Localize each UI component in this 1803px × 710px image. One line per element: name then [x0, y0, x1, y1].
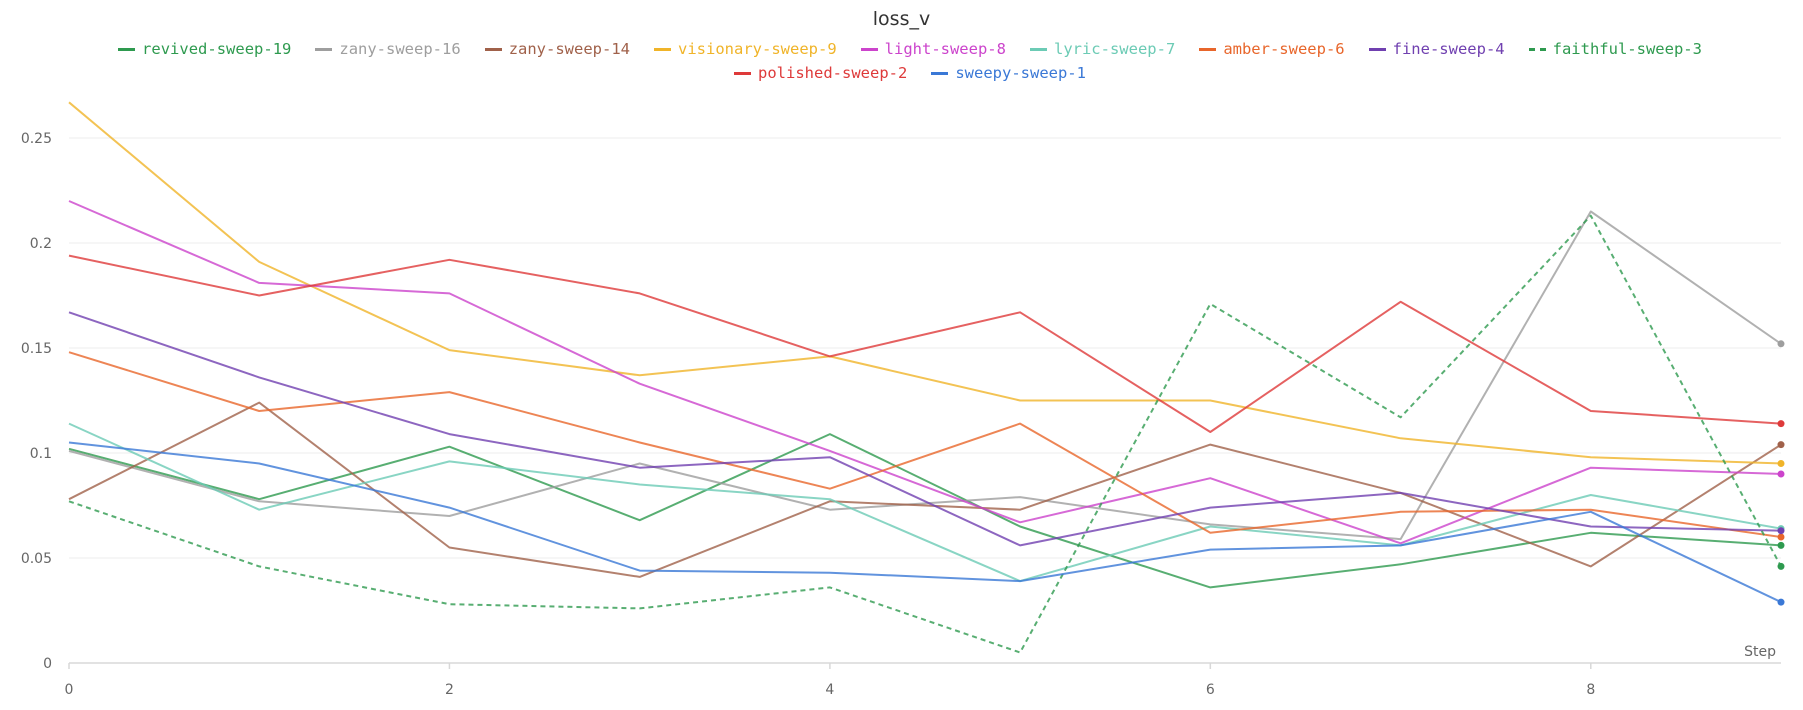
legend-label: sweepy-sweep-1 [955, 64, 1086, 82]
series-line[interactable] [68, 401, 1782, 578]
legend-label: visionary-sweep-9 [678, 40, 837, 58]
legend-label: zany-sweep-16 [339, 40, 461, 58]
legend-swatch [315, 47, 333, 51]
legend-label: amber-sweep-6 [1223, 40, 1345, 58]
x-tick-label: 6 [1206, 682, 1215, 698]
series-line[interactable] [68, 210, 1782, 541]
axis-layer: 0 0.05 0.1 0.15 0.2 0.25 0 2 4 6 8 [21, 131, 1781, 698]
series-end-point [1777, 527, 1785, 535]
legend-swatch [734, 71, 752, 75]
legend-item[interactable]: visionary-sweep-9 [654, 40, 837, 58]
series-line[interactable] [68, 200, 1782, 545]
legend-label: revived-sweep-19 [142, 40, 292, 58]
legend-item[interactable]: lyric-sweep-7 [1029, 40, 1176, 58]
y-tick-label: 0.2 [30, 236, 52, 252]
x-tick-label: 8 [1586, 682, 1595, 698]
legend-item[interactable]: fine-sweep-4 [1368, 40, 1505, 58]
series-end-point [1777, 441, 1785, 449]
legend-swatch [1199, 47, 1217, 51]
legend-item[interactable]: revived-sweep-19 [118, 40, 291, 58]
legend-label: light-sweep-8 [884, 40, 1006, 58]
series-line[interactable] [68, 101, 1782, 465]
y-tick-label: 0.05 [21, 551, 52, 567]
legend-item[interactable]: polished-sweep-2 [734, 64, 907, 82]
series-zany-sweep-16[interactable] [68, 210, 1785, 541]
series-zany-sweep-14[interactable] [68, 401, 1785, 578]
legend-swatch [654, 47, 672, 51]
series-end-point [1777, 470, 1785, 478]
y-tick-label: 0.25 [21, 131, 52, 147]
series-end-point [1777, 533, 1785, 541]
series-end-point [1777, 460, 1785, 467]
legend-swatch [1368, 47, 1386, 51]
legend-item[interactable]: zany-sweep-16 [315, 40, 461, 58]
series-line[interactable] [68, 441, 1782, 604]
series-end-point [1777, 340, 1785, 348]
legend-swatch [860, 47, 878, 51]
series-line[interactable] [68, 351, 1782, 538]
legend-swatch [1528, 47, 1546, 51]
legend-swatch [931, 71, 949, 75]
series-sweepy-sweep-1[interactable] [68, 441, 1785, 606]
series-line[interactable] [68, 433, 1782, 589]
legend-item[interactable]: light-sweep-8 [860, 40, 1006, 58]
series-light-sweep-8[interactable] [68, 200, 1785, 545]
x-tick-label: 0 [65, 682, 74, 698]
legend-item[interactable]: faithful-sweep-3 [1528, 40, 1702, 58]
y-tick-label: 0 [43, 656, 52, 672]
series-end-point [1777, 562, 1785, 570]
legend-item[interactable]: sweepy-sweep-1 [931, 64, 1086, 82]
series-revived-sweep-19[interactable] [68, 433, 1785, 589]
y-tick-label: 0.1 [30, 446, 52, 462]
series-line[interactable] [68, 254, 1782, 433]
legend-item[interactable]: amber-sweep-6 [1199, 40, 1345, 58]
series-layer [68, 101, 1785, 654]
legend-label: faithful-sweep-3 [1552, 40, 1702, 58]
legend-swatch [118, 47, 136, 51]
series-line[interactable] [68, 311, 1782, 547]
legend-label: lyric-sweep-7 [1053, 40, 1176, 58]
legend-swatch [1029, 47, 1047, 51]
series-end-point [1777, 420, 1785, 428]
x-tick-label: 4 [825, 682, 834, 698]
grid-layer [69, 137, 1781, 559]
legend-label: zany-sweep-14 [508, 40, 631, 58]
series-visionary-sweep-9[interactable] [68, 101, 1785, 467]
series-end-point [1777, 541, 1785, 549]
series-polished-sweep-2[interactable] [68, 254, 1785, 433]
series-fine-sweep-4[interactable] [68, 311, 1785, 547]
legend: revived-sweep-19 zany-sweep-16 zany-sweep-… [40, 40, 1780, 82]
series-faithful-sweep-3[interactable] [68, 214, 1785, 654]
series-end-point [1777, 598, 1785, 606]
chart-title: loss_v [872, 8, 931, 30]
legend-label: fine-sweep-4 [1392, 40, 1505, 58]
x-tick-label: 2 [445, 682, 454, 698]
series-line[interactable] [68, 214, 1782, 654]
x-axis-label: Step [1744, 644, 1776, 660]
legend-swatch [484, 47, 502, 51]
y-tick-label: 0.15 [21, 341, 52, 357]
legend-item[interactable]: zany-sweep-14 [484, 40, 631, 58]
series-amber-sweep-6[interactable] [68, 351, 1785, 541]
legend-label: polished-sweep-2 [758, 64, 908, 82]
